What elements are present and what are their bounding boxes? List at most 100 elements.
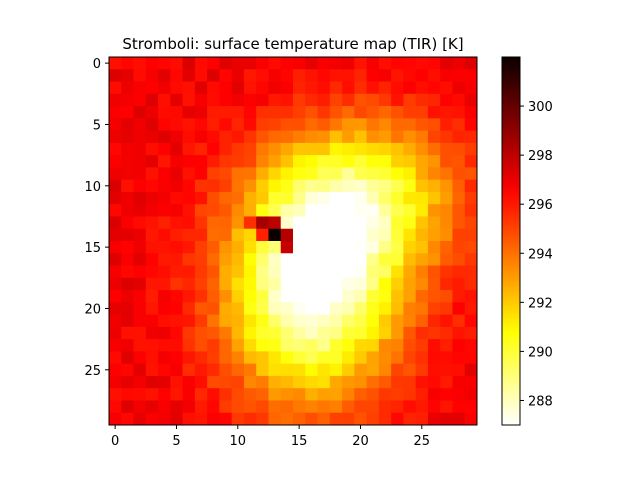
heatmap-cell — [182, 142, 196, 156]
heatmap-cell — [452, 265, 466, 279]
heatmap-cell — [158, 351, 171, 365]
heatmap-cell — [280, 130, 294, 144]
heatmap-cell — [440, 302, 453, 315]
heatmap-cell — [329, 69, 343, 82]
heatmap-cell — [158, 155, 171, 168]
heatmap-cell — [354, 277, 367, 291]
heatmap-cell — [354, 106, 367, 119]
heatmap-cell — [280, 388, 294, 401]
heatmap-cell — [366, 412, 380, 426]
heatmap-cell — [194, 253, 208, 266]
heatmap-cell — [145, 191, 159, 205]
heatmap-cell — [378, 93, 392, 107]
heatmap-cell — [109, 204, 122, 217]
heatmap-cell — [305, 400, 318, 414]
heatmap-cell — [145, 81, 159, 95]
heatmap-cell — [133, 253, 147, 266]
heatmap-cell — [158, 400, 171, 414]
heatmap-cell — [440, 265, 453, 279]
heatmap-cell — [427, 314, 441, 328]
heatmap-cell — [133, 57, 147, 70]
heatmap-cell — [194, 290, 208, 303]
heatmap-cell — [170, 179, 183, 193]
heatmap-cell — [145, 179, 159, 193]
heatmap-cell — [170, 314, 183, 328]
heatmap-cell — [452, 400, 466, 414]
heatmap-cell — [133, 339, 147, 352]
heatmap-cell — [207, 339, 220, 352]
heatmap-cell — [256, 69, 269, 82]
heatmap-cell — [194, 167, 208, 181]
heatmap-cell — [305, 179, 318, 193]
heatmap-cell — [121, 216, 134, 230]
heatmap-cell — [194, 57, 208, 70]
heatmap-cell — [452, 412, 466, 426]
heatmap-cell — [366, 290, 380, 303]
heatmap-cell — [415, 106, 429, 119]
heatmap-cell — [378, 228, 392, 242]
heatmap-cell — [194, 326, 208, 340]
heatmap-cell — [145, 363, 159, 377]
heatmap-cell — [145, 290, 159, 303]
heatmap-cell — [293, 69, 306, 82]
heatmap-cell — [452, 81, 466, 95]
heatmap-cell — [403, 204, 417, 217]
heatmap-cell — [366, 69, 380, 82]
y-axis: 0 5 10 15 20 25 — [84, 57, 109, 379]
heatmap-cell — [293, 363, 306, 377]
heatmap-cell — [219, 118, 233, 131]
heatmap-cell — [317, 57, 331, 70]
heatmap-cell — [280, 326, 294, 340]
heatmap-cell — [391, 57, 404, 70]
heatmap-cell — [207, 265, 220, 279]
heatmap-cell — [293, 302, 306, 315]
heatmap-cell — [121, 191, 134, 205]
heatmap-cell — [194, 375, 208, 389]
heatmap-cell — [415, 241, 429, 254]
heatmap-cell — [342, 412, 355, 426]
heatmap-cell — [133, 81, 147, 95]
heatmap-cell — [415, 179, 429, 193]
heatmap-cell — [440, 363, 453, 377]
heatmap-cell — [231, 326, 245, 340]
heatmap-cell — [109, 57, 122, 70]
heatmap-cell — [427, 130, 441, 144]
heatmap-cell — [158, 326, 171, 340]
heatmap-cell — [305, 241, 318, 254]
heatmap-cell — [403, 314, 417, 328]
heatmap-cell — [121, 142, 134, 156]
heatmap-cell — [391, 351, 404, 365]
heatmap-cell — [231, 167, 245, 181]
heatmap-cell — [378, 179, 392, 193]
heatmap-cell — [158, 57, 171, 70]
heatmap-cell — [305, 339, 318, 352]
heatmap-cell — [121, 69, 134, 82]
heatmap-cell — [182, 363, 196, 377]
heatmap-cell — [121, 302, 134, 315]
heatmap-cell — [378, 351, 392, 365]
heatmap-cell — [305, 314, 318, 328]
heatmap-cell — [403, 81, 417, 95]
heatmap-cell — [452, 93, 466, 107]
heatmap-cell — [121, 351, 134, 365]
heatmap-cell — [170, 253, 183, 266]
heatmap-cell — [133, 400, 147, 414]
heatmap-cell — [317, 130, 331, 144]
heatmap-cell — [305, 167, 318, 181]
heatmap-cell — [415, 375, 429, 389]
heatmap-cell — [440, 216, 453, 230]
heatmap-cell — [145, 216, 159, 230]
plot-frame — [108, 56, 478, 426]
heatmap-cell — [145, 326, 159, 340]
heatmap-cell — [342, 339, 355, 352]
heatmap-cell — [280, 142, 294, 156]
heatmap-cell — [415, 314, 429, 328]
heatmap-cell — [427, 265, 441, 279]
heatmap-cell — [378, 363, 392, 377]
heatmap-cell — [194, 216, 208, 230]
heatmap-cell — [133, 351, 147, 365]
heatmap-cell — [109, 167, 122, 181]
heatmap-cell — [293, 118, 306, 131]
heatmap-cell — [280, 314, 294, 328]
heatmap-cell — [109, 375, 122, 389]
